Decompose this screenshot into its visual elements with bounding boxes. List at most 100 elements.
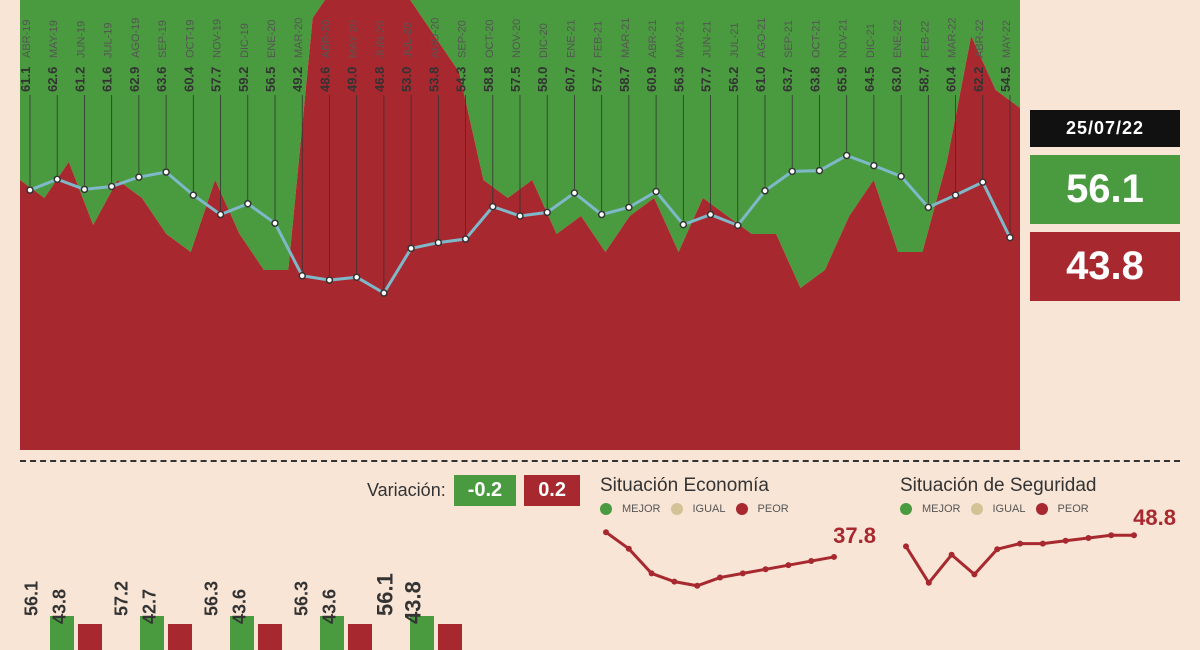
main-chart-svg: 61.1ABR-1962.6MAY-1961.2JUN-1961.6JUL-19… (20, 0, 1020, 450)
svg-text:MAY-22: MAY-22 (1001, 20, 1013, 58)
svg-text:48.6: 48.6 (317, 67, 332, 92)
dot-beige-icon (971, 503, 983, 515)
svg-text:JUL-20: JUL-20 (402, 23, 414, 58)
legend-igual: IGUAL (993, 503, 1026, 515)
bar-red: 43.8 (438, 624, 462, 650)
bar-pair: 56.343.6 (320, 616, 372, 650)
svg-text:ABR-20: ABR-20 (320, 19, 332, 58)
variation-label: Variación: (367, 480, 446, 501)
svg-text:ENE-20: ENE-20 (266, 19, 278, 58)
svg-text:49.2: 49.2 (290, 67, 305, 92)
legend-igual: IGUAL (693, 503, 726, 515)
bar-pair-group: 56.143.857.242.756.343.656.343.656.143.8 (50, 530, 462, 650)
svg-text:53.0: 53.0 (399, 67, 414, 92)
bar-red: 43.8 (78, 624, 102, 650)
bar-pair: 56.143.8 (50, 616, 102, 650)
svg-text:MAR-20: MAR-20 (293, 18, 305, 58)
economy-title: Situación Economía (600, 475, 880, 497)
security-mini-chart: Situación de Seguridad MEJOR IGUAL PEOR … (900, 475, 1180, 630)
dot-green-icon (600, 503, 612, 515)
bar-green-label: 57.2 (111, 581, 134, 616)
svg-text:JUN-20: JUN-20 (375, 21, 387, 58)
svg-text:SEP-20: SEP-20 (457, 20, 469, 58)
bar-red-label: 43.6 (319, 589, 342, 624)
economy-mini-chart: Situación Economía MEJOR IGUAL PEOR 37.8 (600, 475, 880, 630)
svg-text:65.9: 65.9 (835, 67, 850, 92)
variation-green: -0.2 (454, 475, 516, 506)
svg-text:JUL-19: JUL-19 (103, 23, 115, 58)
svg-text:ABR-21: ABR-21 (647, 19, 659, 58)
svg-text:MAY-19: MAY-19 (48, 20, 60, 58)
security-line-svg (900, 519, 1180, 599)
svg-text:61.2: 61.2 (72, 67, 87, 92)
svg-text:60.4: 60.4 (944, 66, 959, 92)
svg-text:58.7: 58.7 (617, 67, 632, 92)
svg-text:JUN-21: JUN-21 (702, 21, 714, 58)
svg-text:DIC-21: DIC-21 (865, 23, 877, 58)
bar-red: 43.6 (348, 624, 372, 650)
svg-text:57.7: 57.7 (209, 67, 224, 92)
economy-legend: MEJOR IGUAL PEOR (600, 503, 880, 515)
bottom-section: Variación: -0.2 0.2 56.1 43.8 57.242.7 56.3… (20, 475, 1180, 630)
variation-red: 0.2 (524, 475, 580, 506)
variation-bars-section: Variación: -0.2 0.2 56.1 43.8 57.242.7 56.3… (20, 475, 580, 630)
bar-red-label: 43.8 (49, 589, 72, 624)
svg-text:AGO-20: AGO-20 (429, 18, 441, 58)
variation-row: Variación: -0.2 0.2 (367, 475, 580, 506)
main-area-chart: 61.1ABR-1962.6MAY-1961.2JUN-1961.6JUL-19… (20, 0, 1020, 450)
bar-green-label: 56.1 (373, 574, 401, 617)
bar-pair: 56.343.6 (230, 616, 282, 650)
svg-text:56.5: 56.5 (263, 67, 278, 92)
dot-red-icon (1036, 503, 1048, 515)
economy-value: 37.8 (833, 523, 876, 549)
bar-red: 43.6 (258, 624, 282, 650)
bar-pair: 57.242.7 (140, 616, 192, 650)
svg-text:58.7: 58.7 (916, 67, 931, 92)
svg-text:ENE-22: ENE-22 (892, 19, 904, 58)
svg-text:46.8: 46.8 (372, 67, 387, 92)
svg-text:59.2: 59.2 (236, 67, 251, 92)
bar-red-label: 42.7 (139, 589, 162, 624)
svg-text:MAY-21: MAY-21 (674, 20, 686, 58)
dot-red-icon (736, 503, 748, 515)
svg-text:49.0: 49.0 (345, 67, 360, 92)
svg-text:53.8: 53.8 (426, 67, 441, 92)
svg-text:58.8: 58.8 (481, 67, 496, 92)
svg-text:DIC-20: DIC-20 (538, 23, 550, 58)
svg-text:AGO-21: AGO-21 (756, 18, 768, 58)
svg-text:NOV-20: NOV-20 (511, 19, 523, 58)
svg-text:NOV-19: NOV-19 (212, 19, 224, 58)
svg-text:SEP-19: SEP-19 (157, 20, 169, 58)
svg-text:54.5: 54.5 (998, 67, 1013, 92)
svg-text:56.2: 56.2 (726, 67, 741, 92)
bar-green-label: 56.3 (201, 581, 224, 616)
svg-text:63.0: 63.0 (889, 67, 904, 92)
legend-peor: PEOR (758, 503, 789, 515)
svg-text:64.5: 64.5 (862, 67, 877, 92)
current-value-panel: 25/07/22 56.1 43.8 (1030, 110, 1180, 301)
svg-text:58.0: 58.0 (535, 67, 550, 92)
svg-text:OCT-21: OCT-21 (810, 19, 822, 58)
legend-mejor: MEJOR (922, 503, 961, 515)
svg-text:JUL-21: JUL-21 (729, 23, 741, 58)
legend-mejor: MEJOR (622, 503, 661, 515)
svg-text:57.7: 57.7 (699, 67, 714, 92)
svg-text:62.9: 62.9 (127, 67, 142, 92)
security-value: 48.8 (1133, 505, 1176, 531)
svg-text:60.4: 60.4 (181, 66, 196, 92)
svg-text:ABR-19: ABR-19 (21, 19, 33, 58)
svg-text:ENE-21: ENE-21 (565, 19, 577, 58)
svg-text:MAR-21: MAR-21 (620, 18, 632, 58)
svg-text:57.5: 57.5 (508, 67, 523, 92)
svg-text:ABR-22: ABR-22 (974, 19, 986, 58)
svg-text:AGO-19: AGO-19 (130, 18, 142, 58)
current-green-value: 56.1 (1030, 155, 1180, 224)
current-date-badge: 25/07/22 (1030, 110, 1180, 147)
svg-text:DIC-19: DIC-19 (239, 23, 251, 58)
svg-text:FEB-21: FEB-21 (593, 21, 605, 58)
svg-text:54.3: 54.3 (454, 67, 469, 92)
svg-text:MAY-20: MAY-20 (348, 20, 360, 58)
bar-green-label: 56.3 (291, 581, 314, 616)
svg-text:57.7: 57.7 (590, 67, 605, 92)
svg-text:MAR-22: MAR-22 (947, 18, 959, 58)
